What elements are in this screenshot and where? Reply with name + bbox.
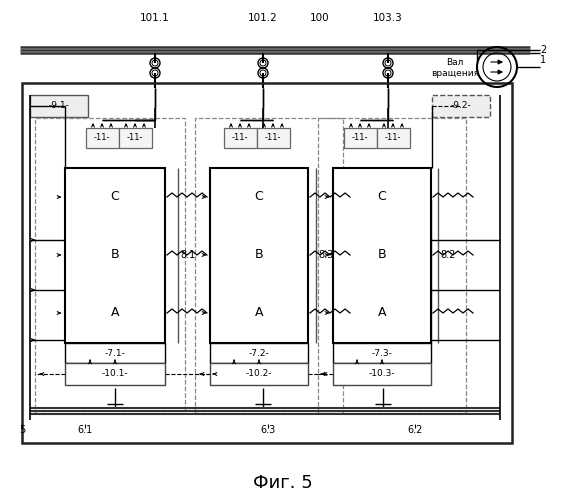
Text: -11-: -11-: [94, 134, 110, 142]
Text: 8.3: 8.3: [318, 250, 333, 260]
Bar: [377, 128, 410, 148]
Text: 101.1: 101.1: [140, 13, 170, 23]
Text: 100: 100: [310, 13, 330, 23]
Bar: [257, 128, 290, 148]
Bar: [65, 168, 165, 343]
Bar: [119, 128, 152, 148]
Text: -10.3-: -10.3-: [369, 370, 395, 378]
Text: -11-: -11-: [265, 134, 281, 142]
Text: -10.2-: -10.2-: [246, 370, 272, 378]
Bar: [318, 118, 466, 413]
Text: 6.2: 6.2: [407, 425, 423, 435]
Text: -9.1-: -9.1-: [49, 102, 69, 110]
Text: -7.3-: -7.3-: [372, 348, 393, 358]
Text: -11-: -11-: [232, 134, 248, 142]
Bar: [22, 83, 512, 443]
Text: -11-: -11-: [385, 134, 401, 142]
Text: B: B: [377, 248, 386, 262]
Text: A: A: [111, 306, 119, 320]
Text: 6.3: 6.3: [260, 425, 276, 435]
Text: 101.2: 101.2: [248, 13, 278, 23]
Bar: [344, 128, 377, 148]
Bar: [65, 343, 165, 363]
Bar: [210, 363, 308, 385]
Text: 5: 5: [19, 425, 25, 435]
Text: 8.1: 8.1: [180, 250, 195, 260]
Bar: [210, 343, 308, 363]
Text: -11-: -11-: [352, 134, 368, 142]
Text: C: C: [377, 190, 386, 203]
Text: C: C: [111, 190, 119, 203]
Text: -10.1-: -10.1-: [102, 370, 128, 378]
Text: C: C: [255, 190, 263, 203]
Text: 1: 1: [540, 55, 546, 65]
Text: Вал
вращения: Вал вращения: [431, 58, 479, 78]
Text: 2: 2: [540, 45, 546, 55]
Text: -7.2-: -7.2-: [249, 348, 270, 358]
Text: Фиг. 5: Фиг. 5: [253, 474, 313, 492]
Bar: [195, 118, 343, 413]
Bar: [224, 128, 257, 148]
Bar: [432, 95, 490, 117]
Bar: [35, 118, 185, 413]
Text: 8.2: 8.2: [440, 250, 455, 260]
Text: 103.3: 103.3: [373, 13, 403, 23]
Text: -7.1-: -7.1-: [105, 348, 125, 358]
Bar: [65, 363, 165, 385]
Bar: [333, 363, 431, 385]
Bar: [210, 168, 308, 343]
Text: 6.1: 6.1: [77, 425, 93, 435]
Text: -9.2-: -9.2-: [451, 102, 471, 110]
Text: A: A: [378, 306, 386, 320]
Text: B: B: [111, 248, 119, 262]
Text: B: B: [255, 248, 263, 262]
Bar: [86, 128, 119, 148]
Bar: [333, 343, 431, 363]
Text: -11-: -11-: [127, 134, 144, 142]
Bar: [333, 168, 431, 343]
Text: A: A: [255, 306, 263, 320]
Bar: [30, 95, 88, 117]
